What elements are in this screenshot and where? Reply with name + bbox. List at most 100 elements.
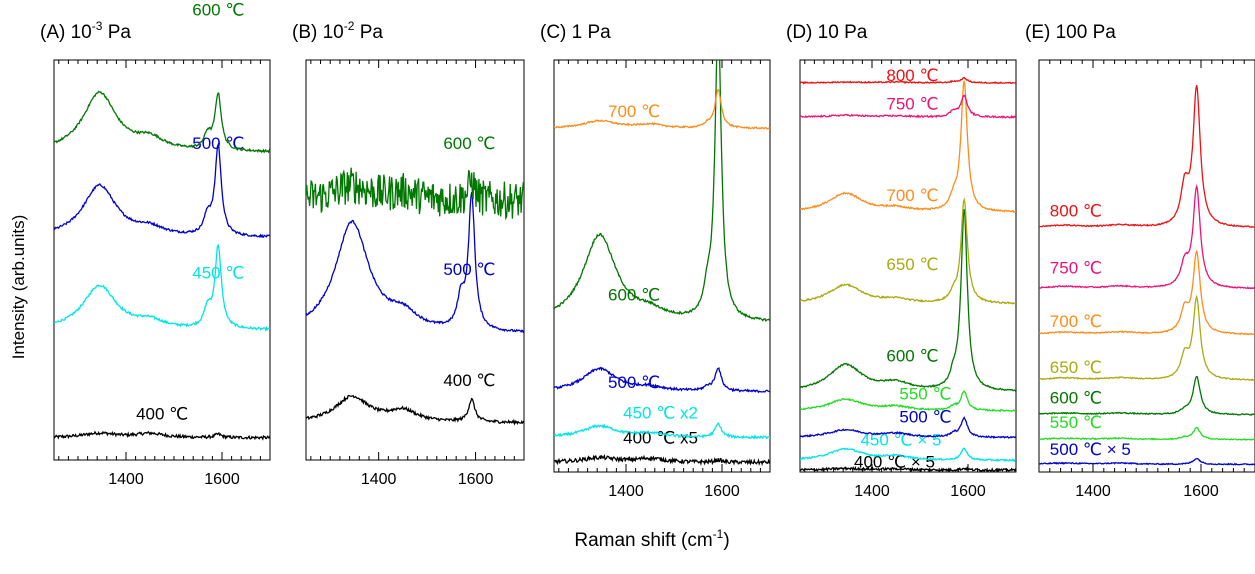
x-axis-label-main: Raman shift (cm (574, 530, 712, 551)
pressure-exp: -3 (92, 19, 103, 33)
pressure-unit: Pa (102, 22, 131, 43)
series-label: 500 ℃ (899, 407, 951, 426)
x-tick-label: 1600 (1183, 483, 1219, 500)
series-label: 550 ℃ (899, 385, 951, 404)
series-label: 500 ℃ (608, 373, 660, 392)
series-line-5 (1039, 183, 1255, 290)
pressure-base: 10 (71, 22, 92, 43)
pressure-base: 10 (818, 22, 839, 43)
plot-frame (305, 59, 525, 461)
panel-title: (E) 100 Pa (1025, 22, 1116, 43)
pressure-exp: -2 (344, 19, 355, 33)
pressure-unit: Pa (354, 22, 383, 43)
series-label: 500 ℃ × 5 (1050, 440, 1131, 459)
series-label: 400 ℃ (443, 371, 495, 390)
series-line-1 (54, 243, 270, 333)
series-label: 600 ℃ (608, 285, 660, 304)
series-label: 450 ℃ x2 (623, 404, 698, 423)
series-line-1 (800, 447, 1016, 463)
series-line-3 (1039, 294, 1255, 381)
panel-label: (A) (40, 22, 71, 43)
series-label: 500 ℃ (443, 260, 495, 279)
series-label: 400 ℃ (136, 404, 188, 423)
y-axis-label: Intensity (arb.units) (9, 215, 28, 360)
series-line-7 (800, 94, 1016, 119)
series-line-0 (1039, 457, 1255, 466)
series-line-6 (1039, 85, 1255, 228)
series-label: 800 ℃ (886, 66, 938, 85)
series-label: 450 ℃ × 5 (860, 430, 941, 449)
plot-frame (53, 59, 271, 461)
x-tick-label: 1400 (108, 471, 144, 488)
series-line-3 (54, 90, 270, 154)
series-line-1 (1039, 426, 1255, 441)
series-label: 750 ℃ (1050, 259, 1102, 278)
x-tick-label: 1400 (608, 483, 644, 500)
series-label: 700 ℃ (608, 102, 660, 121)
panel-b: (B) 10-2 Pa 1400 1600 400 ℃ 500 ℃ 600 ℃ (292, 19, 525, 488)
pressure-base: 1 (572, 22, 583, 43)
pressure-base: 10 (323, 22, 344, 43)
panel-title: (B) 10-2 Pa (292, 19, 383, 43)
series-line-2 (1039, 375, 1255, 416)
series-line-1 (306, 191, 524, 334)
x-axis-label-tail: ) (723, 530, 729, 551)
series-line-2 (306, 167, 524, 221)
panel-e: (E) 100 Pa 1400 1600 500 ℃ × 5 550 ℃ 600 ℃ 650… (1025, 22, 1255, 500)
series-label: 700 ℃ (1050, 312, 1102, 331)
series-label: 600 ℃ (1050, 388, 1102, 407)
panel-d: (D) 10 Pa 1400 1600 400 ℃ × 5 450 ℃ × 5 500 ℃… (786, 22, 1017, 500)
series-label: 600 ℃ (886, 346, 938, 365)
series-line-5 (800, 197, 1016, 305)
x-tick-label: 1600 (458, 471, 494, 488)
series-line-4 (554, 88, 770, 130)
x-tick-label: 1400 (854, 483, 890, 500)
series-line-8 (800, 76, 1016, 85)
series-line-0 (800, 465, 1016, 472)
x-tick-label: 1600 (704, 483, 740, 500)
series-label: 750 ℃ (886, 95, 938, 114)
series-line-4 (1039, 250, 1255, 336)
series-line-2 (800, 416, 1016, 439)
series-label: 400 ℃ × 5 (854, 452, 935, 471)
series-line-6 (800, 80, 1016, 214)
series-line-3 (554, 60, 770, 322)
x-tick-label: 1600 (950, 483, 986, 500)
plot-frame (799, 59, 1017, 473)
series-label: 450 ℃ (192, 264, 244, 283)
x-axis-label-sup: -1 (713, 527, 724, 541)
series-line-0 (306, 394, 524, 426)
series-line-0 (54, 430, 270, 441)
series-label: 600 ℃ (192, 1, 244, 20)
pressure-unit: Pa (839, 22, 868, 43)
panel-label: (D) (786, 22, 818, 43)
plot-frame (553, 59, 771, 473)
series-label: 650 ℃ (886, 255, 938, 274)
pressure-unit: Pa (1087, 22, 1116, 43)
series-label: 500 ℃ (192, 134, 244, 153)
panel-title: (D) 10 Pa (786, 22, 868, 43)
x-tick-label: 1400 (361, 471, 397, 488)
series-label: 700 ℃ (886, 186, 938, 205)
x-tick-label: 1600 (204, 471, 240, 488)
x-tick-label: 1400 (1075, 483, 1111, 500)
panel-label: (B) (292, 22, 323, 43)
panel-title: (C) 1 Pa (540, 22, 611, 43)
panel-label: (E) (1025, 22, 1056, 43)
series-line-2 (554, 366, 770, 394)
pressure-unit: Pa (582, 22, 611, 43)
panel-label: (C) (540, 22, 572, 43)
series-label: 600 ℃ (443, 134, 495, 153)
pressure-base: 100 (1056, 22, 1088, 43)
panel-title: (A) 10-3 Pa (40, 19, 131, 43)
series-line-3 (800, 390, 1016, 413)
series-label: 650 ℃ (1050, 358, 1102, 377)
x-axis-label: Raman shift (cm-1) (574, 527, 729, 551)
series-line-0 (554, 453, 770, 467)
series-line-2 (54, 142, 270, 239)
series-label: 550 ℃ (1050, 413, 1102, 432)
panel-a: (A) 10-3 Pa 1400 1600 400 ℃ 450 ℃ 500 ℃ 600 ℃ (40, 1, 271, 488)
series-line-4 (800, 209, 1016, 392)
